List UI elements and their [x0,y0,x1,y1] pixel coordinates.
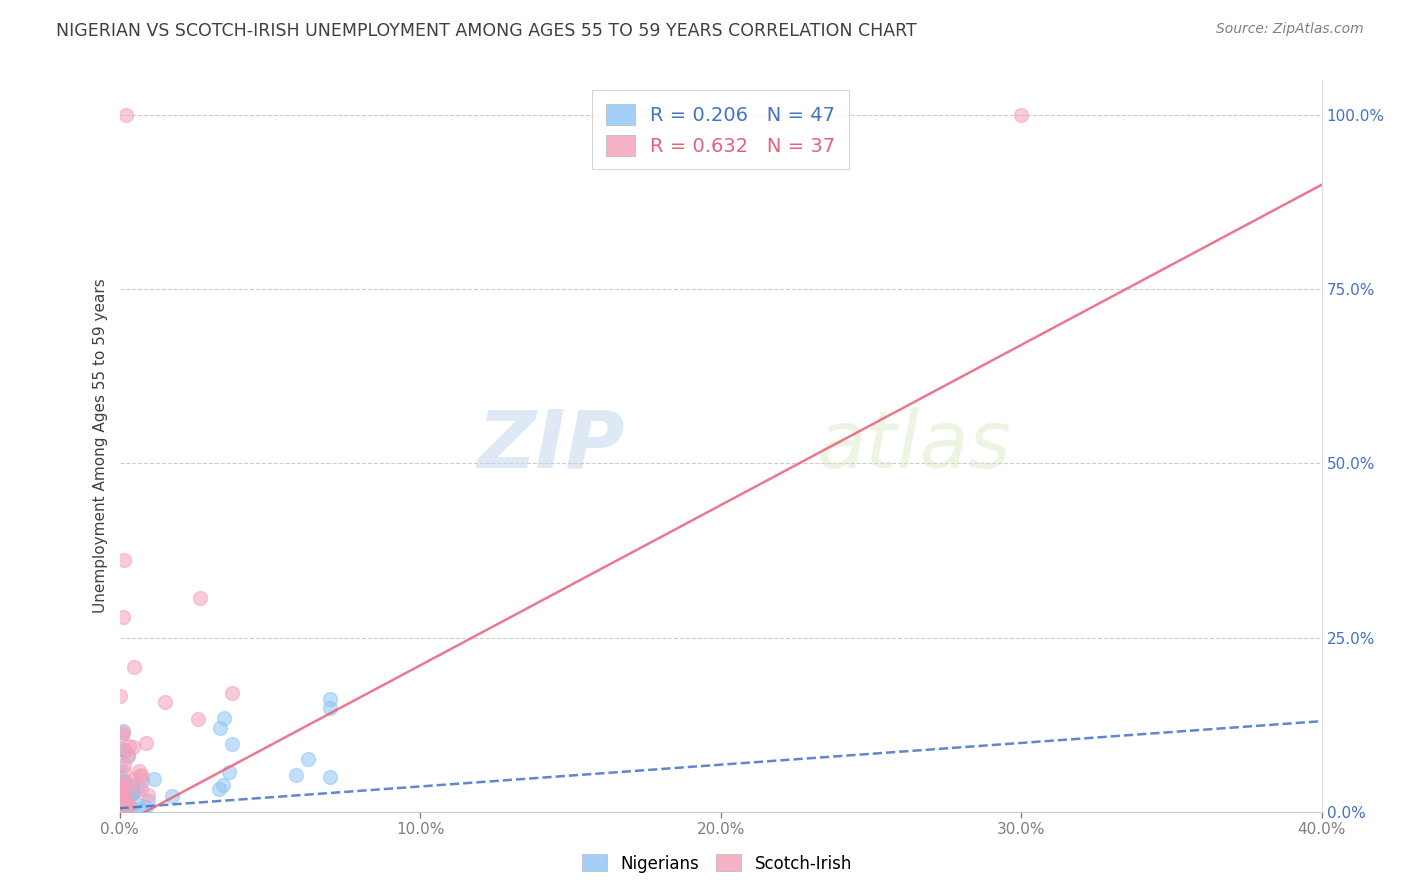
Point [121,786,143,800]
Point [135,736,157,750]
Point [112,552,135,566]
Point [121,784,143,798]
Point [111,610,134,624]
Point [114,743,136,757]
Point [128,764,150,779]
Text: NIGERIAN VS SCOTCH-IRISH UNEMPLOYMENT AMONG AGES 55 TO 59 YEARS CORRELATION CHAR: NIGERIAN VS SCOTCH-IRISH UNEMPLOYMENT AM… [56,22,917,40]
Point [122,773,145,788]
Point [136,788,159,802]
Point [108,794,131,808]
Point [108,768,131,782]
Point [108,742,131,756]
Text: atlas: atlas [817,407,1011,485]
Point [118,785,141,799]
Point [110,784,132,798]
Y-axis label: Unemployment Among Ages 55 to 59 years: Unemployment Among Ages 55 to 59 years [93,278,108,614]
Point [108,800,131,814]
Text: ZIP: ZIP [477,407,624,485]
Point [111,723,134,738]
Legend: R = 0.206   N = 47, R = 0.632   N = 37: R = 0.206 N = 47, R = 0.632 N = 37 [592,90,849,169]
Point [118,739,141,754]
Point [110,803,132,817]
Point [131,769,153,783]
Point [110,785,132,799]
Point [120,801,142,815]
Point [111,783,134,797]
Point [1010,108,1032,122]
Point [112,764,135,779]
Point [129,801,152,815]
Point [211,778,233,792]
Point [115,795,138,809]
Point [124,797,146,811]
Point [111,804,134,818]
Text: Source: ZipAtlas.com: Source: ZipAtlas.com [1216,22,1364,37]
Point [114,108,136,122]
Point [110,791,132,805]
Point [208,782,231,797]
Point [110,782,132,797]
Point [221,685,243,699]
Point [117,789,139,803]
Point [209,721,232,735]
Point [115,792,138,806]
Point [122,739,145,754]
Point [117,749,139,764]
Point [110,728,132,742]
Point [319,770,342,784]
Point [212,711,235,725]
Point [108,689,131,703]
Point [108,759,131,773]
Point [112,773,135,788]
Point [187,712,209,726]
Point [129,768,152,782]
Point [221,738,243,752]
Point [112,801,135,815]
Point [115,801,138,815]
Point [112,758,135,772]
Point [122,660,145,674]
Point [117,779,139,793]
Point [112,744,135,758]
Point [111,780,134,794]
Point [125,779,148,793]
Point [117,795,139,809]
Point [131,781,153,796]
Point [131,773,153,788]
Point [115,800,138,814]
Point [110,779,132,793]
Point [108,795,131,809]
Point [118,798,141,813]
Point [114,775,136,789]
Point [297,752,319,766]
Point [110,777,132,791]
Point [142,772,165,787]
Point [112,726,135,740]
Point [120,778,142,792]
Point [121,786,143,800]
Point [218,765,240,780]
Point [110,779,132,793]
Point [160,789,183,803]
Point [111,788,134,802]
Point [117,748,139,763]
Point [135,800,157,814]
Point [190,591,212,605]
Point [112,804,135,818]
Point [153,694,176,708]
Point [319,692,342,706]
Legend: Nigerians, Scotch-Irish: Nigerians, Scotch-Irish [575,847,859,880]
Point [111,788,134,802]
Point [136,795,159,809]
Point [285,768,308,782]
Point [319,701,342,715]
